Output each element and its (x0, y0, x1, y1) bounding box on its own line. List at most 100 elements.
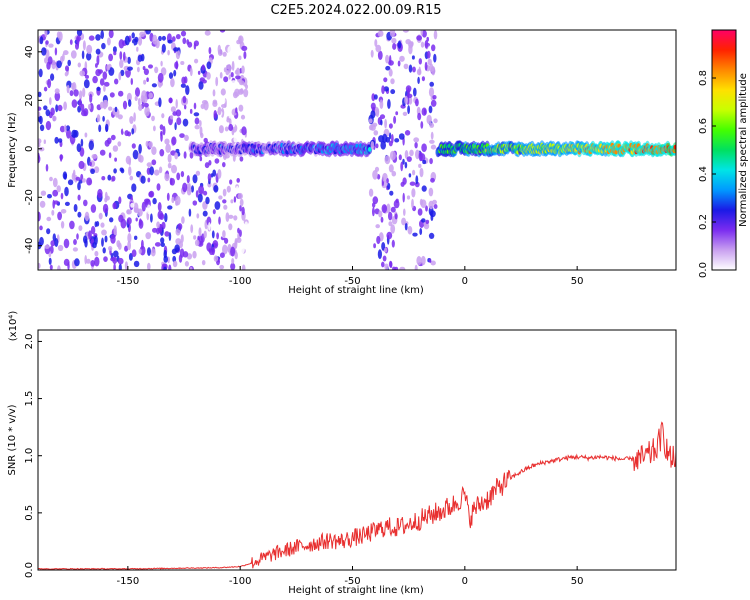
noise-speckle (49, 264, 53, 270)
noise-speckle (159, 213, 165, 220)
noise-speckle (433, 53, 437, 63)
noise-speckle (405, 39, 412, 45)
noise-speckle (408, 96, 413, 105)
noise-speckle (215, 76, 219, 87)
noise-speckle (225, 212, 230, 223)
noise-speckle (74, 258, 80, 267)
noise-speckle (108, 30, 114, 39)
y-tick-label: 1.5 (24, 391, 35, 407)
noise-speckle (235, 185, 239, 194)
noise-speckle (208, 222, 211, 231)
noise-speckle (420, 121, 424, 129)
noise-speckle (391, 37, 397, 44)
noise-speckle (237, 88, 244, 95)
noise-speckle (233, 215, 238, 221)
noise-speckle (381, 204, 387, 214)
noise-speckle (403, 208, 406, 216)
noise-speckle (79, 70, 86, 77)
snr-x-label: Height of straight line (km) (288, 585, 424, 596)
noise-speckle (99, 149, 106, 156)
noise-speckle (182, 118, 189, 127)
noise-speckle (133, 202, 139, 213)
noise-speckle (428, 105, 433, 114)
noise-speckle (420, 30, 424, 36)
noise-speckle (130, 78, 133, 85)
noise-speckle (101, 237, 104, 247)
noise-speckle (195, 170, 201, 176)
noise-speckle (152, 227, 158, 233)
colorbar-tick-label: 0.4 (698, 166, 709, 182)
noise-speckle (384, 247, 388, 253)
noise-speckle (151, 115, 155, 122)
noise-speckle (205, 196, 210, 205)
noise-speckle (131, 143, 136, 149)
noise-speckle (151, 159, 157, 166)
noise-speckle (59, 125, 66, 133)
noise-speckle (102, 115, 105, 122)
noise-speckle (425, 219, 430, 224)
noise-speckle (63, 50, 69, 56)
noise-speckle (198, 185, 205, 195)
noise-speckle (146, 77, 149, 82)
noise-speckle (386, 203, 391, 214)
noise-speckle (372, 196, 379, 205)
noise-speckle (57, 104, 63, 112)
noise-speckle (96, 86, 101, 91)
noise-speckle (171, 196, 175, 203)
noise-speckle (92, 75, 98, 84)
noise-speckle (140, 175, 146, 184)
noise-speckle (118, 196, 122, 204)
noise-speckle (98, 124, 102, 133)
noise-speckle (386, 178, 389, 184)
noise-speckle (236, 178, 240, 183)
spectrogram-marks (38, 30, 676, 270)
noise-speckle (102, 203, 109, 214)
ridge-point (367, 147, 372, 152)
noise-speckle (222, 230, 226, 238)
noise-speckle (124, 130, 129, 137)
noise-speckle (377, 249, 382, 260)
noise-speckle (240, 245, 245, 254)
noise-speckle (52, 115, 57, 122)
noise-speckle (103, 256, 108, 262)
noise-speckle (38, 111, 41, 118)
noise-speckle (416, 35, 422, 41)
noise-speckle (98, 69, 103, 74)
noise-speckle (415, 175, 419, 185)
noise-speckle (387, 182, 391, 190)
spectrogram-frame (37, 29, 677, 271)
noise-speckle (164, 173, 170, 182)
noise-speckle (190, 224, 194, 234)
noise-speckle (131, 183, 137, 192)
noise-speckle (143, 68, 149, 76)
noise-speckle (386, 231, 393, 240)
noise-speckle (219, 264, 225, 270)
noise-speckle (134, 235, 138, 240)
noise-speckle (47, 56, 53, 65)
noise-speckle (84, 255, 87, 265)
noise-speckle (44, 57, 49, 64)
noise-speckle (234, 240, 238, 249)
noise-speckle (152, 34, 158, 45)
noise-speckle (174, 61, 179, 69)
noise-speckle (388, 68, 393, 77)
noise-speckle (381, 242, 386, 251)
noise-speckle (189, 266, 193, 270)
noise-speckle (73, 89, 79, 97)
noise-speckle (45, 40, 49, 45)
noise-speckle (180, 61, 185, 65)
noise-speckle (137, 54, 143, 62)
noise-speckle (143, 102, 149, 108)
noise-speckle (219, 252, 225, 258)
noise-speckle (118, 39, 125, 49)
noise-speckle (160, 237, 165, 244)
noise-speckle (228, 123, 234, 132)
noise-speckle (145, 30, 151, 35)
noise-speckle (96, 221, 100, 227)
noise-speckle (161, 113, 165, 119)
noise-speckle (431, 44, 436, 52)
snr-line (38, 421, 676, 570)
noise-speckle (395, 111, 399, 116)
noise-speckle (170, 178, 175, 186)
snr-y-label: SNR (10 * v/v) (7, 404, 18, 475)
